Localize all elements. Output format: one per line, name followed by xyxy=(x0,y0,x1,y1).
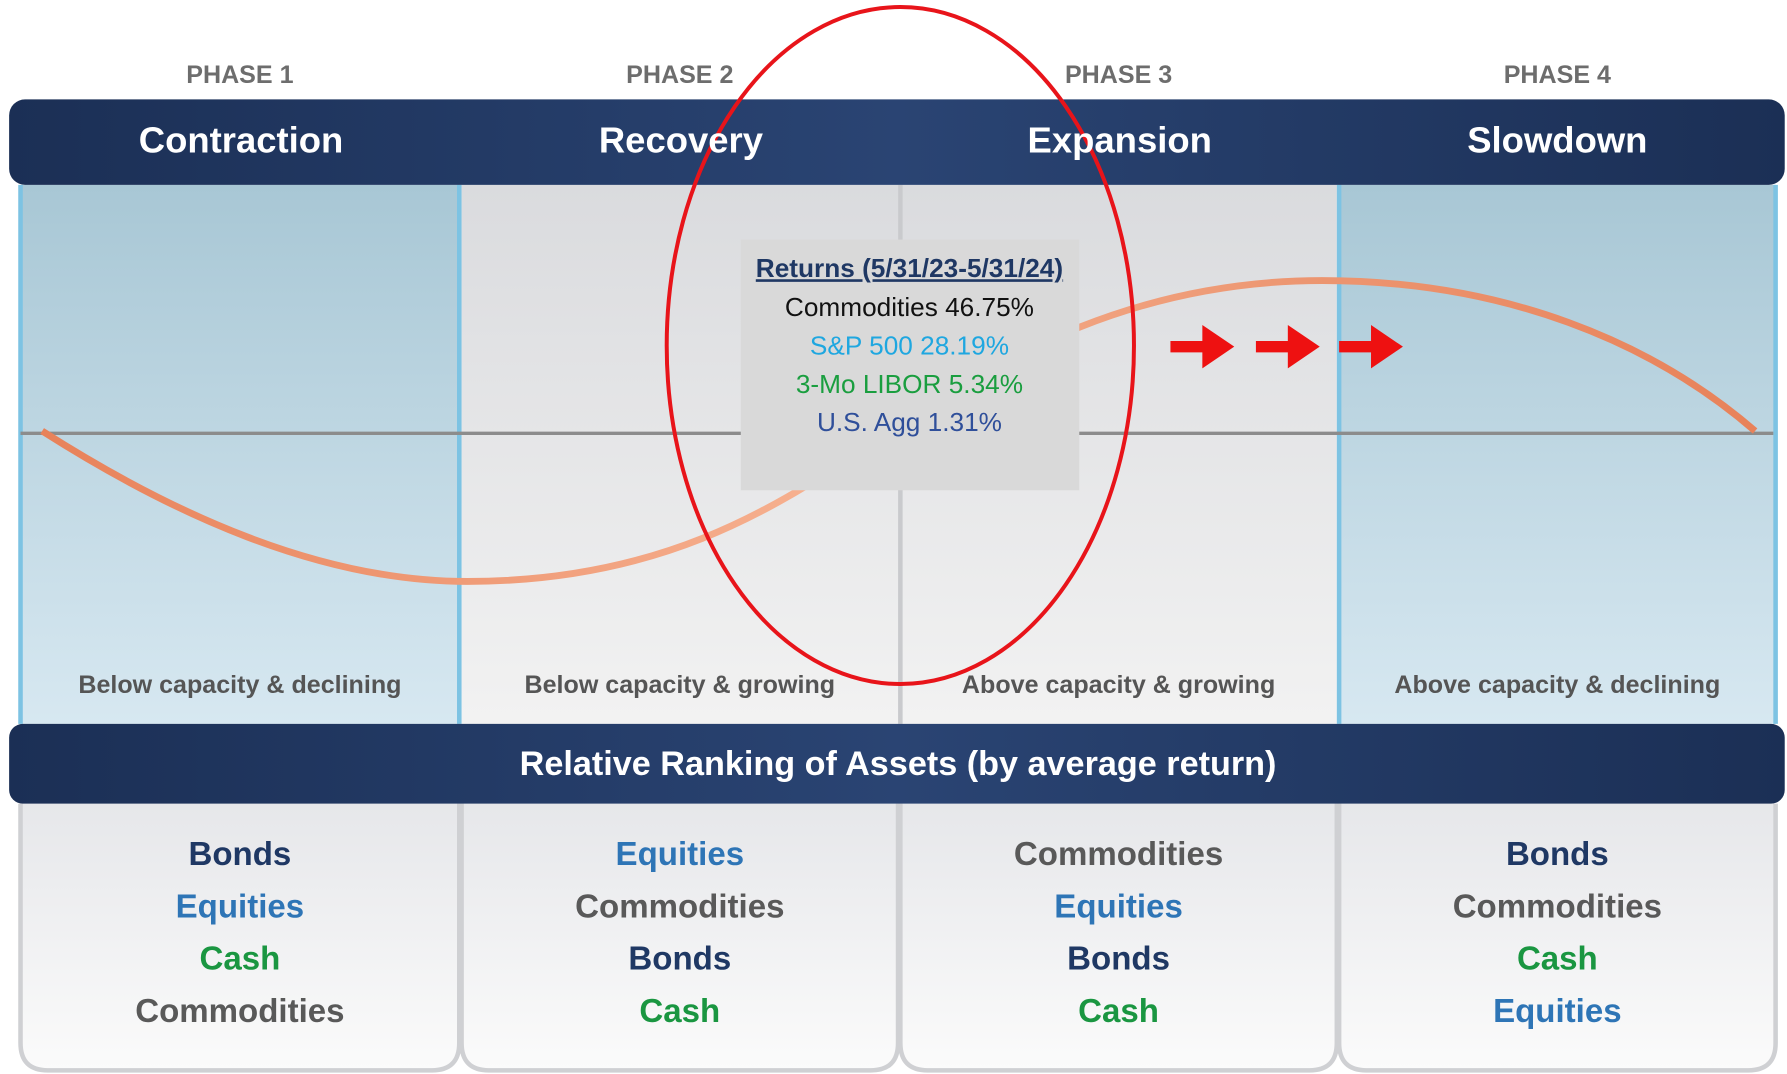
asset-rank: Equities xyxy=(616,836,745,873)
asset-rank: Cash xyxy=(199,941,280,978)
asset-rank: Commodities xyxy=(135,993,344,1030)
ranking-panel xyxy=(898,803,1340,1073)
asset-rank: Equities xyxy=(176,888,305,925)
ranking-panel xyxy=(1336,803,1778,1073)
asset-rank: Cash xyxy=(1517,941,1598,978)
asset-rank: Cash xyxy=(1078,993,1159,1030)
phase-column xyxy=(20,184,460,724)
phase-label: PHASE 2 xyxy=(626,61,733,89)
phase-name: Recovery xyxy=(599,119,764,160)
phase-name: Slowdown xyxy=(1467,119,1647,160)
arrow xyxy=(1255,325,1320,369)
phase-condition: Below capacity & growing xyxy=(525,671,836,699)
return-item: S&P 500 28.19% xyxy=(810,330,1009,360)
arrow xyxy=(1170,325,1235,369)
returns-list: Commodities 46.75% S&P 500 28.19% 3-Mo LIB… xyxy=(785,292,1034,437)
return-item: U.S. Agg 1.31% xyxy=(817,407,1002,437)
return-item: 3-Mo LIBOR 5.34% xyxy=(796,369,1023,399)
returns-box xyxy=(740,239,1080,491)
phase-condition: Above capacity & growing xyxy=(962,671,1275,699)
phase-column xyxy=(1339,184,1776,724)
phase-label: PHASE 4 xyxy=(1504,61,1611,89)
arrows xyxy=(1170,325,1403,369)
phase-name: Expansion xyxy=(1028,119,1212,160)
asset-rank: Bonds xyxy=(1506,836,1609,873)
phase-label: PHASE 3 xyxy=(1065,61,1172,89)
phase-columns: PHASE 1 Below capacity & declining Bonds Eq… xyxy=(18,61,1778,1073)
asset-rank: Bonds xyxy=(188,836,291,873)
asset-rank: Commodities xyxy=(1453,888,1662,925)
asset-rank: Equities xyxy=(1493,993,1622,1030)
ranking-panel xyxy=(18,803,462,1073)
asset-rank: Equities xyxy=(1054,888,1183,925)
arrow xyxy=(1339,325,1403,369)
returns-title: Returns (5/31/23-5/31/24) xyxy=(756,253,1063,283)
ranking-panel xyxy=(459,803,901,1073)
asset-rank: Bonds xyxy=(1067,941,1170,978)
asset-rank: Cash xyxy=(639,993,720,1030)
header-bar xyxy=(9,99,1785,185)
asset-rank: Bonds xyxy=(628,941,731,978)
phase-label: PHASE 1 xyxy=(186,61,293,89)
return-item: Commodities 46.75% xyxy=(785,292,1034,322)
asset-rank: Commodities xyxy=(575,888,784,925)
phase-condition: Above capacity & declining xyxy=(1394,671,1720,699)
highlight-ellipse xyxy=(664,5,1136,687)
ranking-bar xyxy=(9,723,1785,804)
phase-condition: Below capacity & declining xyxy=(78,671,401,699)
ranking-title: Relative Ranking of Assets (by average r… xyxy=(520,745,1277,783)
phase-name: Contraction xyxy=(139,119,344,160)
asset-rank: Commodities xyxy=(1014,836,1223,873)
